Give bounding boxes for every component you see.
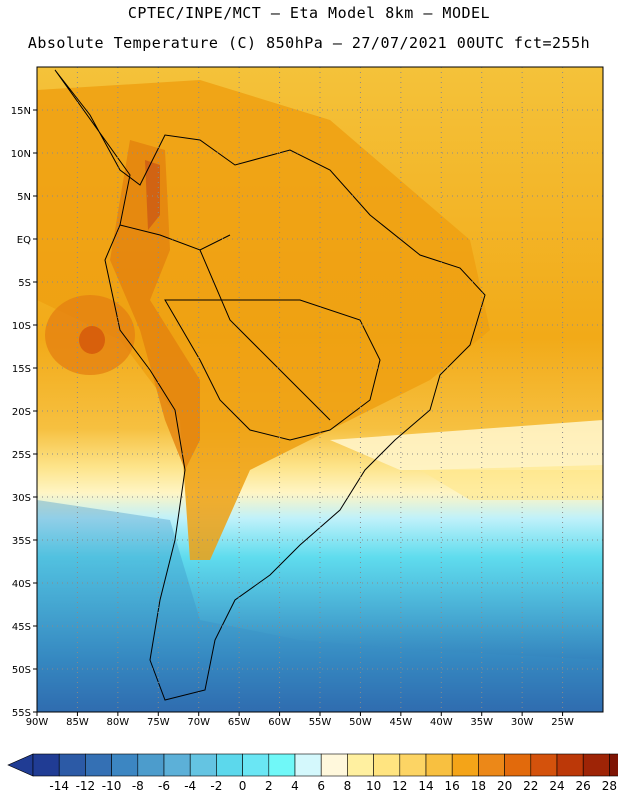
- lat-tick-label: 45S: [12, 622, 31, 633]
- colorbar-swatch: [478, 753, 505, 777]
- lon-tick-label: 65W: [228, 717, 251, 728]
- colorbar-swatch: [609, 753, 618, 777]
- colorbar: -14 -12 -10 -8 -6 -4 -2 0 2 4 6 8 10 12 14 16 18 20 22 24 26…: [7, 753, 618, 793]
- lat-tick-label: 10N: [11, 149, 31, 160]
- lon-tick-label: 85W: [66, 717, 89, 728]
- lon-tick-label: 75W: [147, 717, 170, 728]
- colorbar-swatch: [451, 753, 479, 777]
- colorbar-label: 12: [392, 779, 407, 793]
- colorbar-swatch: [347, 753, 374, 777]
- colorbar-swatch: [556, 753, 584, 777]
- colorbar-swatch: [268, 753, 296, 777]
- colorbar-swatch: [242, 753, 270, 777]
- colorbar-swatch: [137, 753, 165, 777]
- colorbar-swatch: [163, 753, 191, 777]
- lat-tick-label: 50S: [12, 665, 31, 676]
- colorbar-label: 28: [602, 779, 617, 793]
- lon-tick-label: 45W: [390, 717, 413, 728]
- colorbar-swatch: [32, 753, 60, 777]
- colorbar-label: 4: [291, 779, 299, 793]
- colorbar-label: -12: [76, 779, 96, 793]
- colorbar-swatch: [216, 753, 243, 777]
- colorbar-label: -4: [184, 779, 196, 793]
- lon-tick-label: 25W: [551, 717, 574, 728]
- colorbar-arrow-left: [7, 753, 34, 777]
- lat-tick-label: 5S: [18, 278, 31, 289]
- lon-tick-label: 50W: [349, 717, 372, 728]
- colorbar-label: -8: [132, 779, 144, 793]
- lon-tick-label: 80W: [107, 717, 130, 728]
- lat-tick-label: 30S: [12, 493, 31, 504]
- map-title-line-2: Absolute Temperature (C) 850hPa – 27/07/…: [27, 34, 591, 52]
- colorbar-label: -6: [158, 779, 170, 793]
- colorbar-label: -2: [210, 779, 222, 793]
- colorbar-label: 24: [549, 779, 564, 793]
- lon-tick-label: 55W: [309, 717, 332, 728]
- colorbar-label: 22: [523, 779, 538, 793]
- colorbar-label: 10: [366, 779, 381, 793]
- lat-tick-label: 25S: [12, 450, 31, 461]
- colorbar-swatch: [373, 753, 401, 777]
- colorbar-swatch: [85, 753, 112, 777]
- lon-tick-label: 70W: [187, 717, 210, 728]
- axis-tick-labels: 15N 10N 5N EQ 5S 10S 15S 20S 25S 30S 35S 40S 45S 50S 5…: [11, 106, 574, 728]
- colorbar-swatch: [58, 753, 86, 777]
- lon-tick-label: 35W: [470, 717, 493, 728]
- colorbar-swatch: [425, 753, 453, 777]
- colorbar-label: 6: [317, 779, 325, 793]
- coastlines: [54, 69, 486, 701]
- lat-tick-label: 5N: [17, 192, 31, 203]
- colorbar-label: 14: [418, 779, 433, 793]
- temperature-field: [37, 67, 603, 712]
- colorbar-label: 26: [576, 779, 591, 793]
- colorbar-label: 2: [265, 779, 273, 793]
- lat-tick-label: 35S: [12, 536, 31, 547]
- lat-tick-label: 55S: [12, 708, 31, 719]
- colorbar-label: 16: [445, 779, 460, 793]
- lon-tick-label: 40W: [430, 717, 453, 728]
- colorbar-label: 18: [471, 779, 486, 793]
- lat-tick-label: EQ: [17, 235, 31, 246]
- colorbar-swatch: [530, 753, 558, 777]
- lat-tick-label: 10S: [12, 321, 31, 332]
- colorbar-swatch: [111, 753, 139, 777]
- lat-tick-label: 20S: [12, 407, 31, 418]
- colorbar-swatch: [320, 753, 348, 777]
- colorbar-label: -10: [102, 779, 122, 793]
- colorbar-swatch: [504, 753, 532, 777]
- lon-tick-label: 30W: [511, 717, 534, 728]
- colorbar-label: 20: [497, 779, 512, 793]
- colorbar-label: 8: [344, 779, 352, 793]
- colorbar-label: -14: [49, 779, 69, 793]
- colorbar-label: 0: [239, 779, 247, 793]
- lat-tick-label: 15N: [11, 106, 31, 117]
- lat-tick-label: 15S: [12, 364, 31, 375]
- colorbar-swatch: [294, 753, 322, 777]
- map-title-line-1: CPTEC/INPE/MCT – Eta Model 8km – MODEL: [127, 4, 491, 22]
- lat-tick-label: 40S: [12, 579, 31, 590]
- colorbar-swatch: [582, 753, 610, 777]
- lon-tick-label: 90W: [26, 717, 49, 728]
- colorbar-swatch: [189, 753, 217, 777]
- colorbar-swatch: [399, 753, 427, 777]
- lon-tick-label: 60W: [268, 717, 291, 728]
